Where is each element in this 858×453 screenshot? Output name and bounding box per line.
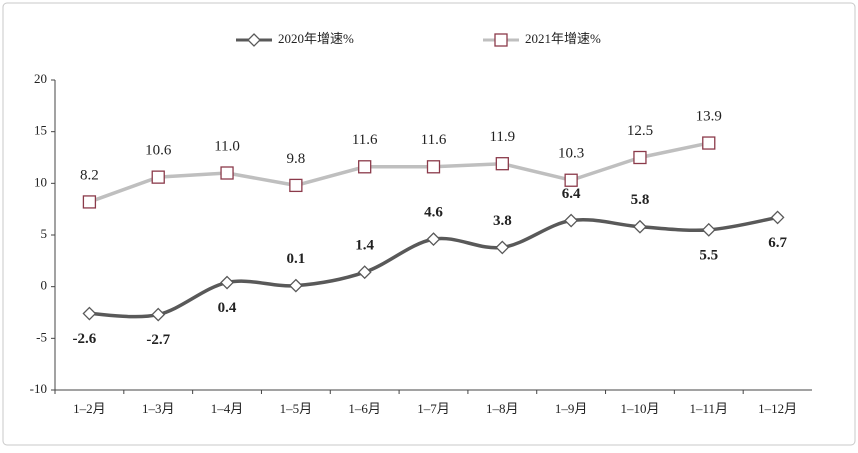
data-label: 10.6: [145, 143, 172, 159]
marker: [494, 33, 508, 47]
y-tick-label: 10: [34, 174, 47, 189]
marker: [357, 265, 372, 280]
data-label: 11.6: [352, 132, 378, 148]
x-tick-label: 1–6月: [348, 401, 381, 416]
marker: [633, 219, 647, 234]
data-label: 1.4: [355, 238, 374, 254]
data-label: 6.4: [562, 186, 581, 202]
x-tick-label: 1–9月: [555, 401, 588, 416]
marker: [82, 195, 97, 209]
x-tick-label: 1–10月: [620, 401, 659, 416]
y-tick-label: 15: [34, 123, 47, 138]
data-label: 12.5: [627, 123, 653, 139]
data-label: 0.1: [286, 251, 305, 267]
marker: [151, 307, 166, 322]
marker: [495, 157, 509, 171]
marker: [288, 278, 303, 293]
marker: [426, 160, 441, 174]
data-label: 5.8: [631, 192, 650, 208]
x-tick-label: 1–4月: [211, 401, 244, 416]
data-label: -2.7: [146, 332, 170, 348]
data-label: 8.2: [80, 167, 99, 183]
data-label: 11.6: [421, 132, 447, 148]
legend-label: 2020年增速%: [278, 31, 354, 46]
x-tick-label: 1–12月: [758, 401, 797, 416]
data-label: 4.6: [424, 205, 443, 221]
marker: [770, 210, 785, 225]
data-label: 13.9: [696, 108, 722, 124]
marker: [151, 170, 165, 184]
data-label: 11.0: [214, 138, 240, 154]
marker: [495, 240, 510, 255]
data-label: -2.6: [73, 331, 97, 347]
marker: [220, 275, 234, 290]
x-tick-label: 1–5月: [280, 401, 313, 416]
legend-label: 2021年增速%: [525, 31, 601, 46]
marker: [701, 222, 716, 237]
data-label: 6.7: [768, 235, 787, 251]
marker: [702, 136, 716, 150]
marker: [564, 213, 579, 228]
marker: [564, 173, 578, 187]
x-tick-label: 1–8月: [486, 401, 519, 416]
frame: [2, 2, 856, 446]
y-tick-label: 20: [34, 71, 47, 86]
data-label: 3.8: [493, 213, 512, 229]
marker: [633, 150, 647, 165]
y-tick-label: 0: [41, 278, 48, 293]
data-label: 0.4: [218, 300, 237, 316]
marker: [220, 166, 234, 180]
y-tick-label: -10: [30, 381, 47, 396]
marker: [289, 178, 303, 193]
data-label: 9.8: [286, 151, 305, 167]
marker: [82, 306, 97, 321]
series-line: [88, 141, 710, 204]
x-tick-label: 1–3月: [142, 401, 175, 416]
data-label: 11.9: [489, 129, 515, 145]
x-tick-label: 1–7月: [417, 401, 450, 416]
marker: [358, 160, 372, 174]
marker: [247, 33, 261, 47]
x-tick-label: 1–11月: [690, 401, 729, 416]
y-tick-label: -5: [36, 329, 47, 344]
data-label: 10.3: [558, 146, 584, 162]
data-label: 5.5: [699, 247, 718, 263]
marker: [426, 232, 441, 247]
x-tick-label: 1–2月: [73, 401, 106, 416]
y-tick-label: 5: [41, 226, 48, 241]
